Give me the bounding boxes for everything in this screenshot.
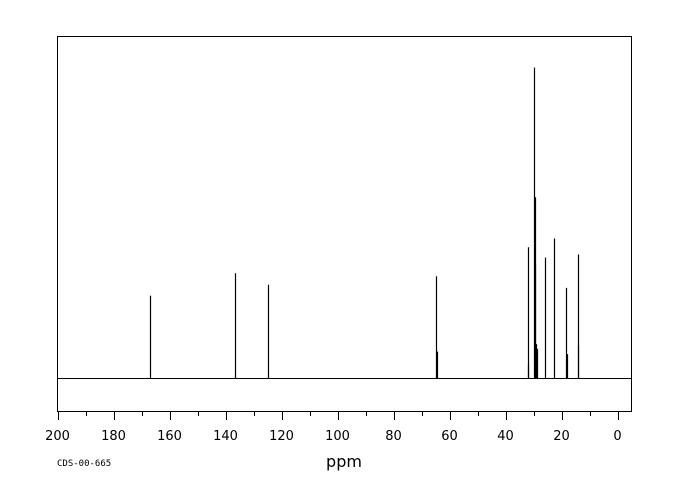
x-tick-label: 40 bbox=[497, 429, 514, 444]
x-tick-label: 100 bbox=[325, 429, 350, 444]
x-tick-label: 200 bbox=[45, 429, 70, 444]
x-axis-ticks: 200 180 160 140 120 100 80 60 40 20 0 bbox=[45, 411, 622, 444]
x-tick-label: 160 bbox=[157, 429, 182, 444]
spectrum-peaks bbox=[149, 67, 580, 379]
spectrum-code-label: CDS-00-665 bbox=[57, 459, 111, 469]
x-tick-label: 120 bbox=[269, 429, 294, 444]
x-tick-label: 80 bbox=[385, 429, 402, 444]
x-tick-label: 180 bbox=[101, 429, 126, 444]
x-tick-label: 140 bbox=[213, 429, 238, 444]
x-axis-title: ppm bbox=[326, 452, 362, 471]
x-tick-label: 60 bbox=[441, 429, 458, 444]
x-tick-label: 20 bbox=[553, 429, 570, 444]
x-tick-label: 0 bbox=[613, 429, 621, 444]
